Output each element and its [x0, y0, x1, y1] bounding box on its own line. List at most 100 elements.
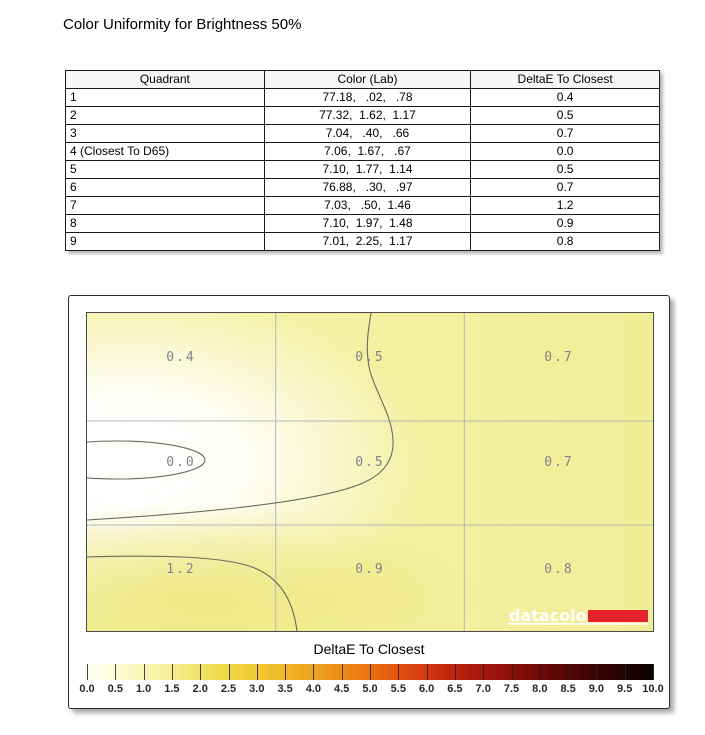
colorbar-tick: [511, 664, 513, 680]
cell-color-lab: 7.10, 1.97, 1.48: [263, 214, 472, 233]
cell-quadrant: 8: [65, 214, 265, 233]
table-row: 1 77.18, .02, .78 0.4: [65, 88, 660, 107]
contour-bottom-left: [87, 555, 298, 631]
colorbar-tick-label: 1.0: [135, 683, 152, 695]
table-row: 5 7.10, 1.77, 1.14 0.5: [65, 160, 660, 179]
quadrant-label-1: 0.4: [166, 350, 195, 365]
colorbar-title: DeltaE To Closest: [313, 641, 425, 657]
colorbar-gradient: [85, 664, 654, 680]
colorbar-tick: [653, 664, 654, 680]
colorbar-tick: [483, 664, 485, 680]
cell-delta-e: 0.9: [470, 214, 660, 233]
colorbar-tick-label: 6.0: [418, 683, 435, 695]
colorbar-tick-label: 7.5: [503, 683, 520, 695]
cell-quadrant: 6: [65, 178, 265, 197]
table-row: 3 7.04, .40, .66 0.7: [65, 124, 660, 143]
colorbar-tick: [115, 664, 117, 680]
cell-delta-e: 0.5: [470, 160, 660, 179]
quadrant-label-7: 1.2: [166, 562, 195, 577]
quadrant-label-8: 0.9: [355, 562, 384, 577]
colorbar-tick-label: 7.0: [475, 683, 491, 695]
contour-mid: [87, 313, 394, 521]
cell-delta-e: 0.5: [470, 106, 660, 125]
quadrant-label-5: 0.5: [355, 455, 384, 470]
quadrant-gridlines: [87, 313, 653, 631]
cell-color-lab: 77.18, .02, .78: [263, 88, 472, 107]
table-header-row: Quadrant Color (Lab) DeltaE To Closest: [65, 70, 660, 89]
cell-color-lab: 7.04, .40, .66: [263, 124, 472, 143]
colorbar-tick: [256, 664, 258, 680]
colorbar-tick-label: 9.5: [617, 683, 633, 695]
cell-color-lab: 7.06, 1.67, .67: [263, 142, 472, 161]
page-title: Color Uniformity for Brightness 50%: [63, 16, 302, 33]
colorbar-tick-label: 2.0: [192, 683, 208, 695]
cell-color-lab: 7.01, 2.25, 1.17: [263, 232, 472, 251]
datacolor-logo: datacolor: [508, 606, 648, 625]
contour-lines: [87, 313, 394, 631]
datacolor-logo-text: datacolor: [509, 606, 595, 625]
cell-delta-e: 0.8: [470, 232, 660, 251]
heatmap-yellow-hotspot: [87, 503, 477, 631]
uniformity-table-body: 1 77.18, .02, .78 0.4 2 77.32, 1.62, 1.17 0.5…: [65, 88, 660, 251]
colorbar-tick-label: 6.5: [447, 683, 463, 695]
quadrant-label-9: 0.8: [544, 562, 573, 577]
colorbar-tick: [171, 664, 173, 680]
colorbar-tick-label: 0.0: [79, 683, 95, 695]
colorbar-tick: [228, 664, 230, 680]
table-row: 9 7.01, 2.25, 1.17 0.8: [65, 232, 660, 251]
cell-quadrant: 7: [65, 196, 265, 215]
quadrant-label-6: 0.7: [544, 455, 573, 470]
colorbar-tick: [313, 664, 315, 680]
cell-quadrant: 2: [65, 106, 265, 125]
quadrant-label-2: 0.5: [355, 350, 384, 365]
colorbar-tick: [426, 664, 428, 680]
colorbar-tick-label: 10.0: [642, 683, 664, 695]
colorbar-tick: [87, 664, 88, 680]
colorbar-tick-label: 0.5: [107, 683, 123, 695]
colorbar-tick: [341, 664, 343, 680]
colorbar-tick: [454, 664, 456, 680]
cell-color-lab: 7.10, 1.77, 1.14: [263, 160, 472, 179]
header-delta-e: DeltaE To Closest: [470, 70, 660, 89]
colorbar-tick-label: 1.5: [164, 683, 180, 695]
colorbar-tick: [143, 664, 145, 680]
colorbar-tick-label: 2.5: [220, 683, 237, 695]
table-row: 4 (Closest To D65) 7.06, 1.67, .67 0.0: [65, 142, 660, 161]
colorbar-tick: [285, 664, 287, 680]
table-row: 8 7.10, 1.97, 1.48 0.9: [65, 214, 660, 233]
colorbar-tick-label: 8.0: [532, 683, 548, 695]
cell-delta-e: 1.2: [470, 196, 660, 215]
heatmap-svg: 0.4 0.5 0.7 0.0 0.5 0.7 1.2 0.9 0.8 data…: [87, 313, 653, 631]
uniformity-chart-box: 0.4 0.5 0.7 0.0 0.5 0.7 1.2 0.9 0.8 data…: [68, 295, 670, 709]
colorbar-tick: [539, 664, 541, 680]
colorbar-tick-label: 3.0: [249, 683, 265, 695]
colorbar-tick: [398, 664, 400, 680]
cell-quadrant: 9: [65, 232, 265, 251]
table-row: 7 7.03, .50, 1.46 1.2: [65, 196, 660, 215]
cell-color-lab: 76.88, .30, .97: [263, 178, 472, 197]
colorbar-tick: [596, 664, 598, 680]
heatmap: 0.4 0.5 0.7 0.0 0.5 0.7 1.2 0.9 0.8 data…: [86, 312, 654, 632]
colorbar-tick-label: 9.0: [588, 683, 605, 695]
colorbar-tick-label: 4.0: [305, 683, 322, 695]
colorbar-tick-label: 8.5: [560, 683, 576, 695]
table-row: 6 76.88, .30, .97 0.7: [65, 178, 660, 197]
uniformity-table: Quadrant Color (Lab) DeltaE To Closest 1…: [65, 70, 660, 251]
quadrant-labels: 0.4 0.5 0.7 0.0 0.5 0.7 1.2 0.9 0.8: [166, 350, 573, 577]
colorbar-tick: [200, 664, 202, 680]
colorbar-tick: [370, 664, 371, 680]
contour-zero-ellipse: [87, 440, 206, 480]
uniformity-table-head: Quadrant Color (Lab) DeltaE To Closest: [65, 70, 660, 89]
quadrant-label-3: 0.7: [544, 350, 573, 365]
cell-delta-e: 0.7: [470, 178, 660, 197]
datacolor-logo-underline: [508, 623, 648, 625]
colorbar-tick-label: 5.0: [362, 683, 378, 695]
cell-quadrant: 3: [65, 124, 265, 143]
table-row: 2 77.32, 1.62, 1.17 0.5: [65, 106, 660, 125]
colorbar-tick-labels: 0.0 0.5 1.0 1.5 2.0 2.5 3.0 3.5 4.0 4.5 5.0 5.5 6.0 6…: [79, 683, 663, 696]
cell-color-lab: 7.03, .50, 1.46: [263, 196, 472, 215]
cell-quadrant: 5: [65, 160, 265, 179]
uniformity-table-wrap: Quadrant Color (Lab) DeltaE To Closest 1…: [65, 70, 660, 251]
cell-delta-e: 0.0: [470, 142, 660, 161]
